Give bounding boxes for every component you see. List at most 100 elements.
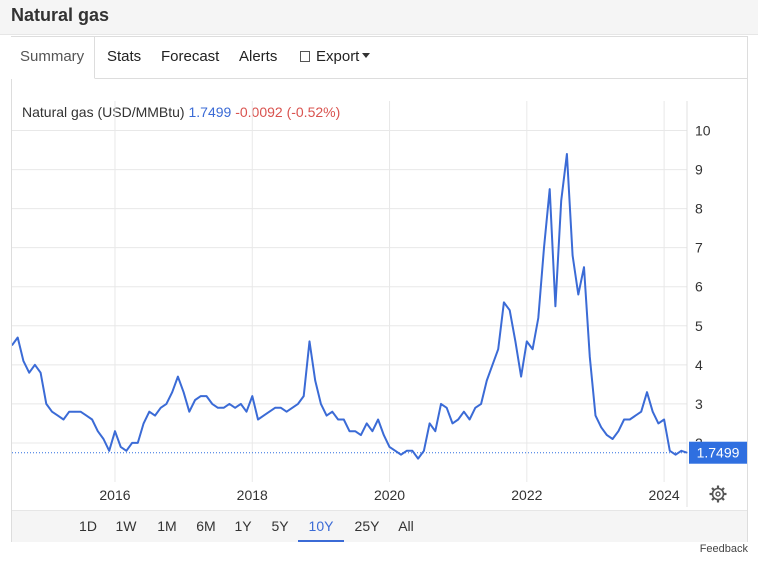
range-5y[interactable]: 5Y: [271, 518, 289, 534]
gear-icon[interactable]: [708, 484, 728, 504]
data-point: [177, 376, 179, 378]
y-tick-label: 3: [695, 396, 703, 412]
data-point: [371, 430, 373, 432]
data-point: [62, 418, 65, 421]
data-point: [429, 422, 431, 424]
data-point: [537, 317, 539, 319]
data-point: [223, 407, 225, 409]
data-point: [97, 430, 99, 432]
range-10y[interactable]: 10Y: [298, 511, 344, 542]
y-tick-label: 9: [695, 162, 703, 178]
data-point: [554, 305, 557, 307]
data-point: [240, 403, 242, 405]
range-25y[interactable]: 25Y: [354, 518, 380, 534]
data-point: [114, 430, 116, 432]
range-1d[interactable]: 1D: [79, 518, 97, 534]
data-point: [680, 450, 682, 452]
data-point: [583, 266, 585, 268]
data-point: [532, 348, 534, 350]
data-point: [417, 458, 419, 460]
range-1y[interactable]: 1Y: [234, 518, 252, 534]
data-point: [457, 418, 459, 421]
file-icon: [300, 51, 310, 62]
feedback-link[interactable]: Feedback: [699, 543, 748, 555]
data-point: [74, 411, 76, 413]
data-point: [120, 446, 122, 448]
data-point: [411, 450, 413, 452]
data-point: [148, 411, 150, 413]
data-point: [589, 356, 591, 358]
data-point: [143, 422, 145, 424]
data-point: [234, 407, 236, 409]
data-point: [503, 301, 505, 303]
data-point: [188, 411, 190, 413]
tab-export-label: Export: [316, 48, 360, 65]
data-point: [326, 415, 328, 417]
y-tick-label: 10: [695, 123, 711, 139]
y-tick-label: 7: [695, 240, 703, 256]
data-point: [314, 379, 316, 382]
data-point: [520, 376, 522, 378]
data-point: [594, 415, 597, 417]
data-point: [183, 391, 185, 393]
range-all[interactable]: All: [398, 518, 414, 534]
data-point: [657, 422, 660, 424]
data-point: [263, 415, 265, 417]
data-point: [623, 418, 625, 421]
tab-bar: Summary Stats Forecast Alerts Export: [11, 37, 747, 79]
data-point: [497, 348, 499, 350]
data-point: [451, 422, 454, 424]
data-point: [205, 395, 208, 397]
data-point: [268, 411, 270, 413]
tab-alerts[interactable]: Alerts: [239, 48, 278, 65]
data-point: [17, 336, 19, 339]
range-1m[interactable]: 1M: [157, 518, 177, 534]
tab-forecast[interactable]: Forecast: [161, 48, 220, 65]
chart-widget: Summary Stats Forecast Alerts Export Nat…: [11, 36, 748, 542]
data-point: [423, 450, 425, 452]
range-1w[interactable]: 1W: [115, 518, 137, 534]
data-point: [348, 430, 351, 432]
data-point: [617, 430, 620, 432]
data-point: [80, 411, 82, 413]
chevron-down-icon: [362, 53, 371, 58]
data-point: [446, 407, 448, 409]
data-point: [491, 364, 494, 366]
price-chart[interactable]: 1098765432201620182020202220241.7499: [12, 37, 747, 509]
data-point: [154, 415, 156, 417]
data-point: [137, 442, 139, 444]
data-point: [394, 450, 396, 452]
data-point: [85, 415, 87, 417]
data-point: [228, 403, 230, 405]
data-point: [606, 434, 608, 436]
data-point: [303, 395, 305, 397]
x-tick-label: 2024: [649, 487, 680, 503]
data-point: [474, 407, 476, 409]
tab-summary[interactable]: Summary: [11, 37, 95, 79]
data-point: [211, 403, 213, 405]
tab-export[interactable]: Export: [300, 37, 371, 78]
data-point: [440, 403, 442, 405]
data-point: [200, 395, 202, 397]
data-point: [125, 450, 127, 452]
data-point: [160, 407, 162, 409]
data-point: [165, 403, 167, 405]
y-tick-label: 6: [695, 279, 703, 295]
data-point: [377, 418, 379, 421]
chart-legend: Natural gas (USD/MMBtu) 1.7499 -0.0092 (…: [22, 104, 340, 120]
range-6m[interactable]: 6M: [196, 518, 216, 534]
data-point: [337, 418, 339, 421]
tab-stats[interactable]: Stats: [107, 48, 142, 65]
x-tick-label: 2022: [511, 487, 542, 503]
series-line: [12, 153, 688, 460]
data-point: [320, 403, 322, 405]
range-selector: 1D 1W 1M 6M 1Y 5Y 10Y 25Y All: [12, 510, 747, 542]
data-point: [40, 372, 42, 374]
data-point: [383, 434, 385, 436]
data-point: [360, 434, 362, 436]
data-point: [600, 426, 602, 428]
data-point: [343, 418, 345, 421]
data-point: [366, 422, 368, 424]
data-point: [675, 454, 677, 456]
data-point: [257, 418, 259, 421]
